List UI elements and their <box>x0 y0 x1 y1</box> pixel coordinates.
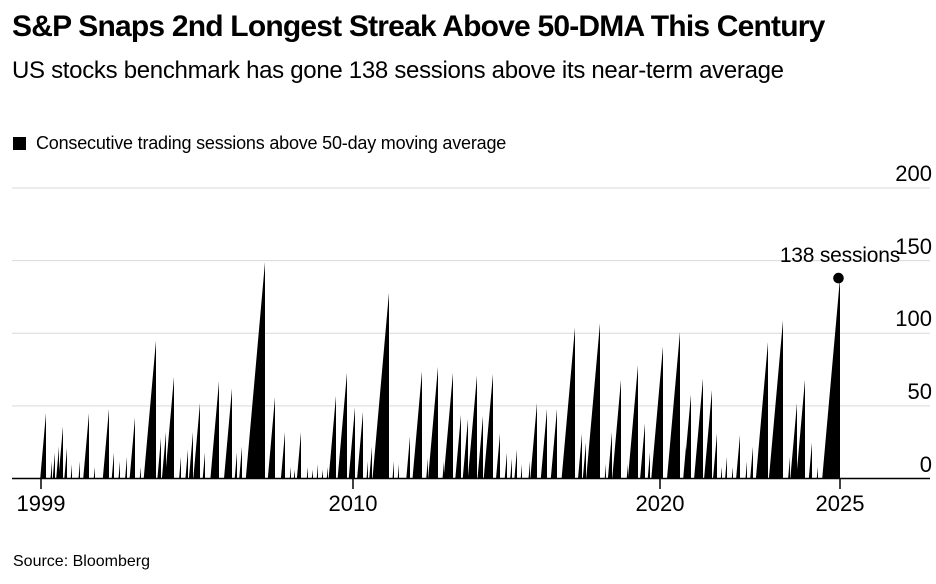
streaks-area-series <box>12 262 840 479</box>
page-title: S&P Snaps 2nd Longest Streak Above 50-DM… <box>12 10 825 43</box>
y-axis-label-100: 100 <box>895 306 932 332</box>
y-axis-label-0: 0 <box>919 451 932 477</box>
legend-label: Consecutive trading sessions above 50-da… <box>36 133 507 153</box>
legend-swatch-icon <box>13 137 26 150</box>
y-axis-label-150: 150 <box>895 233 932 259</box>
x-axis-label-2025: 2025 <box>815 491 865 516</box>
y-axis-label-50: 50 <box>907 378 932 404</box>
x-axis-label-2020: 2020 <box>635 491 685 516</box>
legend: Consecutive trading sessions above 50-da… <box>13 133 506 154</box>
x-axis-label-2010: 2010 <box>328 491 378 516</box>
chart-subtitle: US stocks benchmark has gone 138 session… <box>12 57 784 84</box>
x-axis-label-1999: 1999 <box>16 491 66 516</box>
latest-value-dot <box>833 272 844 284</box>
peak-annotation: 138 sessions <box>779 244 900 267</box>
y-axis-label-200: 200 <box>895 161 932 186</box>
source-note: Source: Bloomberg <box>13 553 150 570</box>
